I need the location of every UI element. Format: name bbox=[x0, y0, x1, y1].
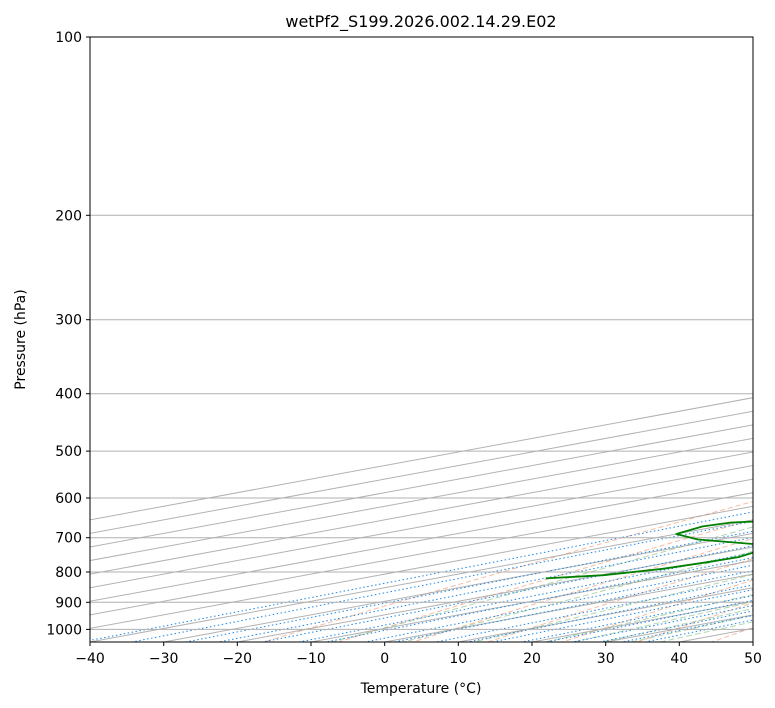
pressure-gridlines bbox=[90, 37, 753, 630]
mixing-ratio-line bbox=[90, 511, 753, 641]
moist-adiabat-line bbox=[471, 573, 753, 642]
y-tick-label: 100 bbox=[55, 30, 82, 46]
y-tick-label: 300 bbox=[55, 313, 82, 329]
x-axis-label: Temperature (°C) bbox=[360, 681, 482, 697]
isotherm-line bbox=[90, 424, 753, 548]
mixing-ratio-line bbox=[216, 536, 753, 642]
y-tick-label: 900 bbox=[55, 595, 82, 611]
x-tick-label: 0 bbox=[380, 651, 389, 667]
mixing-ratio-line bbox=[433, 578, 753, 642]
x-tick-label: −30 bbox=[149, 651, 179, 667]
mixing-ratio-line bbox=[597, 610, 753, 642]
x-tick-label: −20 bbox=[223, 651, 253, 667]
plot-background-lines bbox=[90, 397, 753, 642]
x-axis: −40 −30 −20 −10 0 10 20 30 40 50 bbox=[75, 642, 762, 667]
x-tick-label: 40 bbox=[670, 651, 688, 667]
dry-adiabat-line bbox=[336, 519, 753, 642]
isotherm-line bbox=[90, 478, 753, 602]
y-tick-label: 400 bbox=[55, 387, 82, 403]
y-tick-label: 200 bbox=[55, 208, 82, 224]
chart-title: wetPf2_S199.2026.002.14.29.E02 bbox=[285, 12, 556, 32]
mixing-ratio-line bbox=[323, 557, 753, 642]
isotherm-line bbox=[90, 451, 753, 575]
mixing-ratio-line bbox=[543, 599, 753, 642]
dewpoint-profile-line bbox=[545, 520, 753, 580]
mixing-ratio-line bbox=[642, 619, 753, 642]
isotherm-line bbox=[160, 532, 753, 642]
isotherm-line bbox=[90, 465, 753, 589]
x-tick-label: 20 bbox=[523, 651, 541, 667]
x-tick-label: −10 bbox=[296, 651, 326, 667]
moist-adiabat-line bbox=[400, 550, 753, 642]
mixing-ratio-line bbox=[260, 545, 753, 642]
isotherm-line bbox=[90, 519, 753, 642]
y-tick-label: 800 bbox=[55, 565, 82, 581]
y-axis: 100 200 300 400 500 600 700 800 900 1000 bbox=[46, 30, 90, 638]
isotherm-line bbox=[90, 492, 753, 616]
y-tick-label: 500 bbox=[55, 444, 82, 460]
y-tick-label: 600 bbox=[55, 491, 82, 507]
isotherm-line bbox=[90, 505, 753, 629]
sounding-profiles bbox=[545, 520, 753, 580]
mixing-ratio-line bbox=[129, 520, 753, 642]
plot-frame bbox=[89, 36, 754, 643]
x-tick-label: 30 bbox=[597, 651, 615, 667]
mixing-ratio-line bbox=[489, 589, 753, 642]
y-tick-label: 1000 bbox=[46, 622, 82, 638]
moist-adiabat-line bbox=[542, 594, 753, 642]
moist-adiabat-line bbox=[330, 526, 753, 642]
x-tick-label: −40 bbox=[75, 651, 105, 667]
y-axis-label: Pressure (hPa) bbox=[13, 289, 29, 389]
mixing-ratio-line bbox=[391, 570, 753, 642]
x-tick-label: 50 bbox=[744, 651, 762, 667]
isotherm-line bbox=[90, 437, 753, 562]
y-tick-label: 700 bbox=[55, 531, 82, 547]
x-tick-label: 10 bbox=[449, 651, 467, 667]
